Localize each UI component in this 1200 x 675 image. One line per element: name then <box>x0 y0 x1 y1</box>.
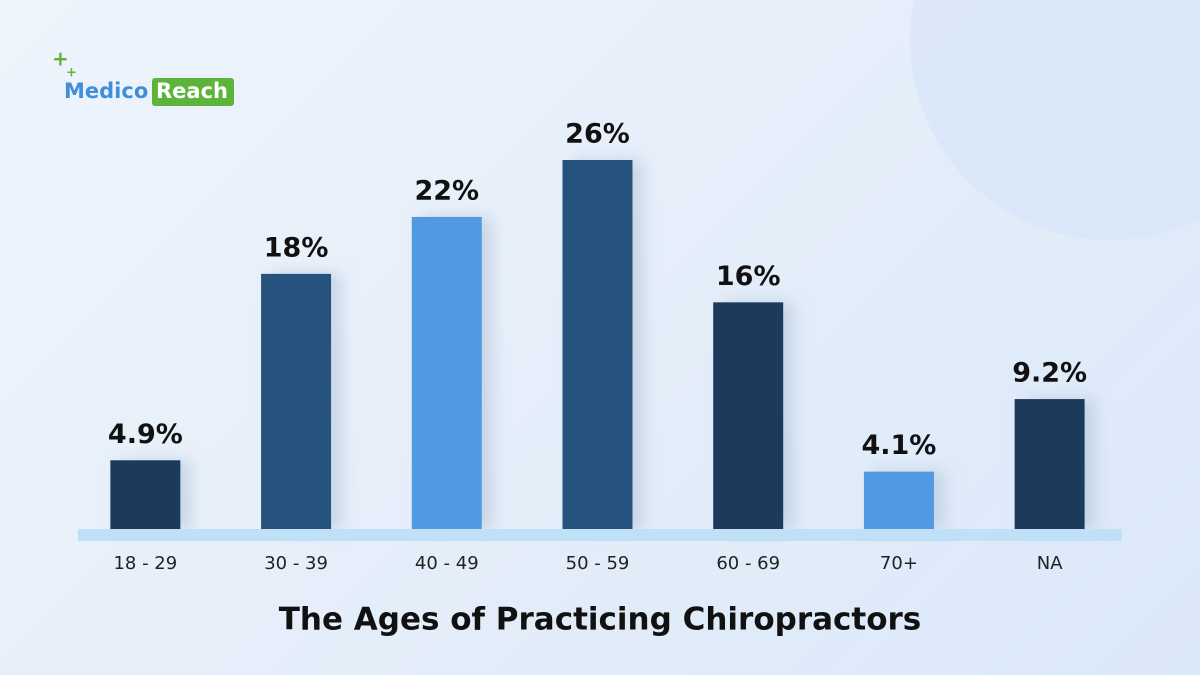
bar <box>261 273 332 530</box>
bg-shape <box>910 0 1200 240</box>
baseline <box>78 529 1122 541</box>
bar <box>110 460 181 530</box>
logo-plus: + <box>66 66 77 81</box>
bar <box>411 216 482 530</box>
value-label: 16% <box>716 261 781 292</box>
logo-left: Medico <box>64 79 148 103</box>
value-label: 26% <box>565 119 630 150</box>
logo-right: Reach <box>156 79 228 103</box>
x-tick-label: 30 - 39 <box>264 553 328 574</box>
bar <box>713 302 784 530</box>
x-tick-label: 18 - 29 <box>113 553 177 574</box>
value-label: 4.1% <box>861 430 936 461</box>
x-tick-label: NA <box>1037 553 1063 574</box>
value-label: 22% <box>414 175 479 206</box>
bar <box>863 471 934 530</box>
value-label: 18% <box>264 232 329 263</box>
bar <box>562 160 633 530</box>
chart-title: The Ages of Practicing Chiropractors <box>279 602 922 638</box>
value-label: 4.9% <box>108 419 183 450</box>
x-tick-label: 50 - 59 <box>566 553 630 574</box>
x-tick-label: 60 - 69 <box>716 553 780 574</box>
bar <box>1014 399 1085 530</box>
value-label: 9.2% <box>1012 358 1087 389</box>
x-tick-label: 40 - 49 <box>415 553 479 574</box>
logo-box <box>152 78 234 106</box>
logo-plus: + <box>52 47 69 71</box>
x-tick-label: 70+ <box>880 553 918 574</box>
logo: + + Medico Reach <box>52 47 234 106</box>
